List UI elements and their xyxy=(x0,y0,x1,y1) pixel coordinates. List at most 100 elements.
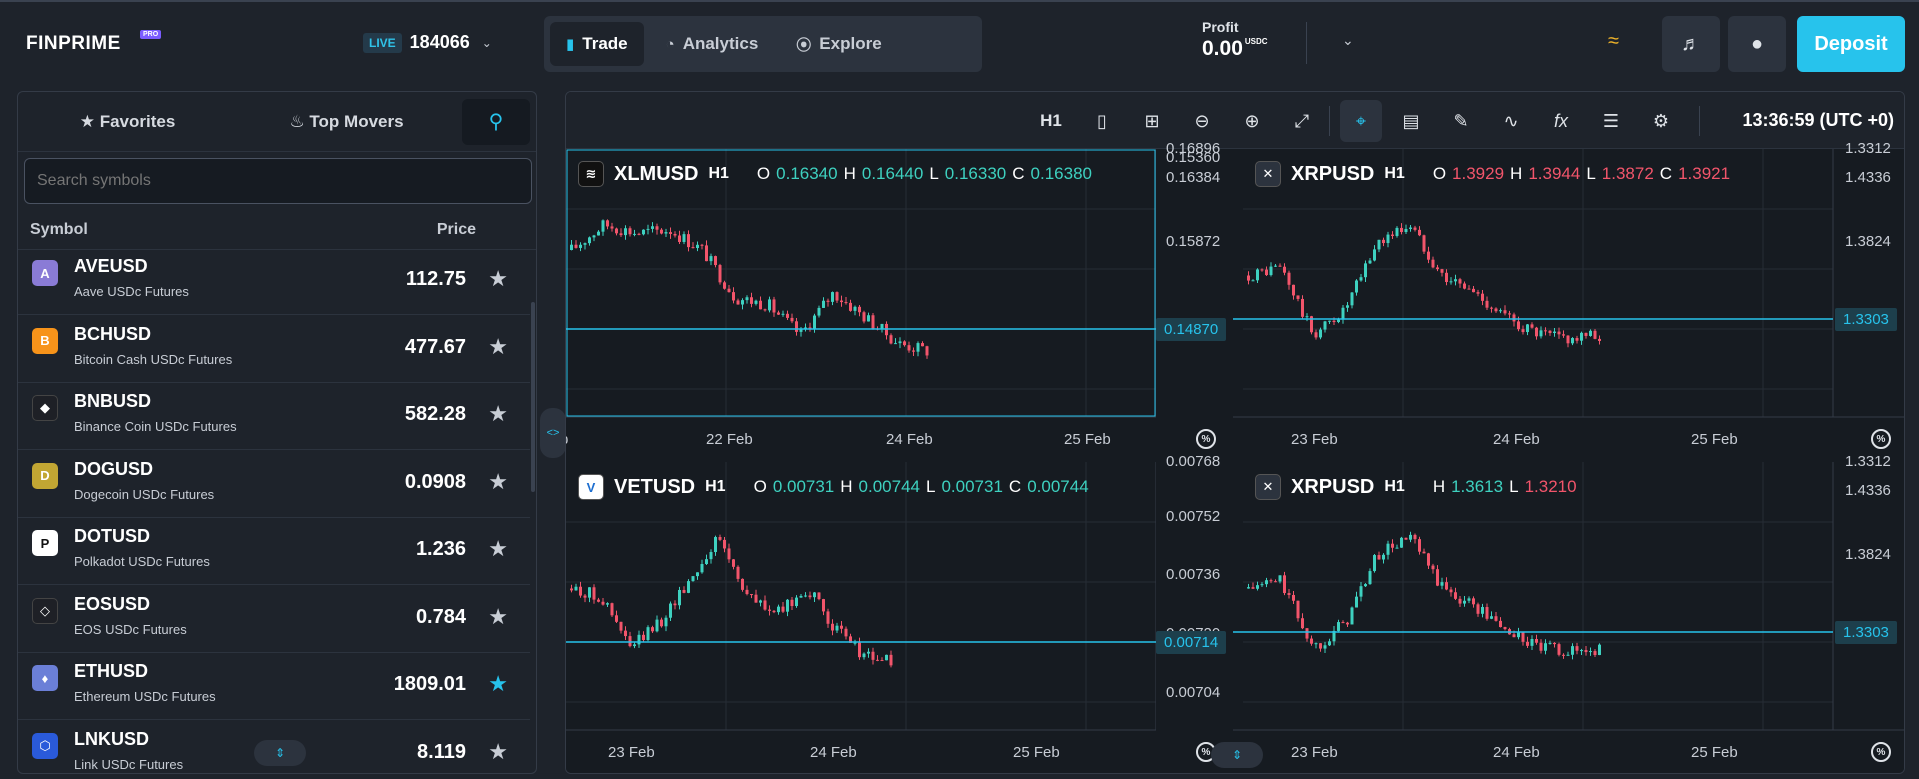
pane-timeframe[interactable]: H1 xyxy=(708,165,729,182)
candle-body xyxy=(624,228,627,236)
tab-explore[interactable]: ⦿ Explore xyxy=(796,34,882,54)
favorite-star-icon[interactable]: ★ xyxy=(488,333,508,359)
account-selector[interactable]: LIVE 184066 ⌄ xyxy=(363,32,492,53)
pane-symbol[interactable]: XRPUSD xyxy=(1291,162,1375,185)
pane-symbol[interactable]: VETUSD xyxy=(614,475,696,498)
candle-body xyxy=(1436,267,1439,270)
chevron-down-icon[interactable]: ⌄ xyxy=(1342,32,1354,48)
profile-button[interactable]: ● xyxy=(1728,16,1786,72)
candle-body xyxy=(1562,654,1565,656)
search-button[interactable]: ⚲ xyxy=(462,98,530,145)
favorite-star-icon[interactable]: ★ xyxy=(488,401,508,426)
pane-timeframe[interactable]: H1 xyxy=(705,478,726,495)
candle-body xyxy=(1373,249,1376,261)
collapse-panel-button[interactable]: <> xyxy=(540,408,566,458)
zoom-in-button[interactable]: ⊕ xyxy=(1231,100,1273,142)
candle-body xyxy=(1548,330,1552,334)
ohlc-key: H xyxy=(1510,164,1523,183)
favorite-star-icon[interactable]: ★ xyxy=(488,468,508,494)
symbol-row[interactable]: ◆ BNBUSD Binance Coin USDc Futures 582.2… xyxy=(18,383,530,450)
expand-list-button[interactable]: ⇕ xyxy=(254,740,306,766)
candle-body xyxy=(1368,260,1372,264)
chart-pane[interactable]: ✕ XRPUSD H1 O 1.3929 H 1.3944 L 1.3872 C 1.3921… xyxy=(1233,140,1905,469)
favorite-star-icon[interactable]: ★ xyxy=(488,536,508,561)
candle-body xyxy=(1328,320,1331,322)
candle-body xyxy=(655,226,659,230)
reset-scale-icon[interactable]: % xyxy=(1871,429,1891,449)
search-input[interactable] xyxy=(24,158,532,204)
profit-label: Profit xyxy=(1202,19,1239,35)
symbol-row[interactable]: B BCHUSD Bitcoin Cash USDc Futures 477.6… xyxy=(18,316,530,383)
symbol-row[interactable]: ◇ EOSUSD EOS USDc Futures 0.784 ★ xyxy=(18,586,530,653)
column-header-price[interactable]: Price xyxy=(436,220,476,238)
candle-type-button[interactable]: ▯ xyxy=(1081,100,1123,142)
tab-analytics[interactable]: ◔ Analytics xyxy=(665,34,759,53)
candle-body xyxy=(1454,592,1457,599)
reset-scale-icon[interactable]: % xyxy=(1196,429,1216,449)
candle-body xyxy=(619,233,623,236)
tab-trade[interactable]: ▮ Trade xyxy=(550,22,644,66)
tab-top-movers[interactable]: ♨ Top Movers xyxy=(289,111,404,131)
candle-body xyxy=(723,539,726,549)
candlestick-chart[interactable] xyxy=(1233,462,1905,774)
settings-button[interactable]: ⚙ xyxy=(1640,100,1682,142)
logo[interactable]: FINPRIME PRO xyxy=(26,30,162,55)
draw-button[interactable]: ✎ xyxy=(1440,100,1482,142)
favorite-star-icon[interactable]: ★ xyxy=(488,266,508,291)
notifications-button[interactable]: ♬ xyxy=(1662,16,1720,72)
column-header-symbol[interactable]: Symbol xyxy=(30,220,88,238)
chart-pane[interactable]: ≋ XLMUSD H1 O 0.16340 H 0.16440 L 0.16330 C 0.1… xyxy=(566,140,1227,469)
candle-body xyxy=(1364,263,1367,278)
candlestick-chart[interactable] xyxy=(566,149,1156,469)
candle-body xyxy=(795,321,798,332)
pane-timeframe[interactable]: H1 xyxy=(1384,165,1405,182)
favorite-star-icon[interactable]: ★ xyxy=(488,671,508,696)
x-tick-label: 24 Feb xyxy=(1493,744,1540,761)
candle-body xyxy=(1364,584,1367,587)
candle-body xyxy=(1422,235,1426,252)
pane-symbol[interactable]: XLMUSD xyxy=(614,162,699,185)
candle-body xyxy=(835,625,839,631)
expand-pane-button[interactable]: ⇕ xyxy=(1211,742,1263,768)
fullscreen-button[interactable]: ⤢ xyxy=(1281,100,1323,142)
ohlc-value: 0.16330 xyxy=(944,164,1007,183)
symbol-price: 1.236 xyxy=(415,538,466,560)
pane-symbol[interactable]: XRPUSD xyxy=(1291,475,1375,498)
symbol-row[interactable]: ⬡ LNKUSD Link USDc Futures 8.119 ★ xyxy=(18,721,530,770)
candle-body xyxy=(1251,280,1255,282)
pane-timeframe[interactable]: H1 xyxy=(1384,478,1405,495)
symbol-row[interactable]: A AVEUSD Aave USDc Futures 112.75 ★ xyxy=(18,250,530,315)
symbol-row[interactable]: P DOTUSD Polkadot USDc Futures 1.236 ★ xyxy=(18,518,530,585)
candle-body xyxy=(646,228,650,230)
symbol-name: DOTUSD xyxy=(74,526,150,546)
scrollbar[interactable] xyxy=(531,302,535,492)
deposit-button[interactable]: Deposit xyxy=(1797,16,1905,72)
indicators-button[interactable]: ∿ xyxy=(1490,100,1532,142)
timeframe-button[interactable]: H1 xyxy=(1040,111,1062,130)
candle-body xyxy=(1490,307,1493,309)
candlestick-chart[interactable] xyxy=(1233,149,1905,469)
layers-button[interactable]: ☰ xyxy=(1590,100,1632,142)
formula-button[interactable]: fx xyxy=(1540,100,1582,142)
coin-icon: B xyxy=(32,327,58,354)
tab-favorites[interactable]: ★ Favorites xyxy=(79,111,176,131)
chart-pane[interactable]: ✕ XRPUSD H1 H 1.3613 L 1.3210 1.3312 1.4336 1.… xyxy=(1233,453,1905,774)
chart-pane[interactable]: V VETUSD H1 O 0.00731 H 0.00744 L 0.00731 C 0.0… xyxy=(566,453,1227,774)
favorite-star-icon[interactable]: ★ xyxy=(488,738,508,764)
zoom-out-button[interactable]: ⊖ xyxy=(1181,100,1223,142)
coin-icon: ✕ xyxy=(1255,474,1281,500)
candlestick-chart[interactable] xyxy=(566,462,1156,774)
ruler-button[interactable]: ▤ xyxy=(1390,100,1432,142)
crosshair-button[interactable]: ⌖ xyxy=(1340,100,1382,142)
layout-button[interactable]: ⊞ xyxy=(1131,100,1173,142)
pane-header: ≋ XLMUSD H1 O 0.16340 H 0.16440 L 0.16330 C 0.1… xyxy=(578,161,1092,187)
candle-body xyxy=(849,302,852,311)
symbol-row[interactable]: D DOGUSD Dogecoin USDc Futures 0.0908 ★ xyxy=(18,451,530,518)
symbol-row[interactable]: ♦ ETHUSD Ethereum USDc Futures 1809.01 ★ xyxy=(18,653,530,720)
favorite-star-icon[interactable]: ★ xyxy=(488,603,508,629)
candle-body xyxy=(646,627,650,641)
candle-body xyxy=(637,233,641,235)
candle-body xyxy=(660,619,663,627)
reset-scale-icon[interactable]: % xyxy=(1871,742,1891,762)
symbol-name: BCHUSD xyxy=(74,323,152,344)
